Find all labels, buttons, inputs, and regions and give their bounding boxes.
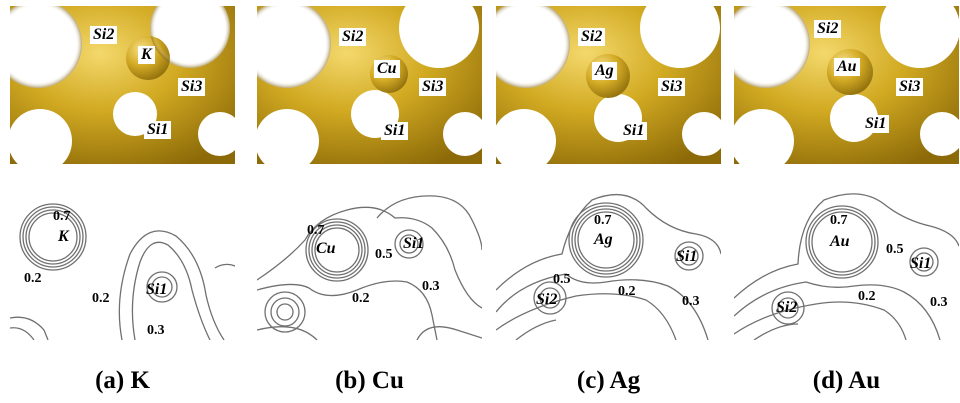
iso-label-si3: Si3 — [658, 78, 686, 96]
iso-label-si3: Si3 — [419, 78, 447, 96]
contour-level-label: 0.3 — [682, 294, 700, 309]
void-hole — [198, 112, 235, 156]
contour-plot-ag — [496, 193, 721, 340]
void-hole — [734, 109, 794, 164]
iso-label-si3: Si3 — [896, 78, 924, 96]
void-hole — [682, 112, 721, 156]
void-hole — [10, 109, 72, 164]
contour-atom-label-si1: Si1 — [676, 248, 698, 265]
iso-label-cu: Cu — [374, 60, 400, 78]
iso-label-k: K — [138, 46, 155, 64]
void-hole — [257, 109, 319, 164]
contour-atom-label-si2: Si2 — [776, 299, 798, 316]
contour-atom-label-au: Au — [830, 233, 850, 250]
contour-level-label: 0.3 — [930, 295, 948, 310]
panel-ag: Ag Si2 Si3 Si1 0.7 Ag Si1 0.5 Si2 0.2 0.… — [496, 0, 721, 403]
iso-label-si3: Si3 — [178, 78, 206, 96]
contour-level-label: 0.3 — [422, 279, 440, 294]
contour-atom-label-si2: Si2 — [536, 291, 558, 308]
isosurface-image-cu — [257, 6, 482, 164]
contour-level-label: 0.7 — [53, 209, 71, 224]
iso-label-si2: Si2 — [90, 26, 118, 44]
contour-level-label: 0.7 — [307, 223, 325, 238]
panel-caption: (d) Au — [812, 367, 881, 394]
panel-k: K Si2 Si3 Si1 0.7 K 0.2 0.2 Si1 0.3 (a) … — [10, 0, 235, 403]
iso-label-ag: Ag — [592, 62, 617, 80]
void-hole — [399, 6, 479, 68]
panel-cu: Cu Si2 Si3 Si1 0.7 Cu 0.5 Si1 0.2 0.3 (b… — [257, 0, 482, 403]
contour-atom-label-k: K — [58, 228, 69, 245]
iso-label-au: Au — [834, 58, 860, 76]
contour-atom-label-si1: Si1 — [910, 255, 932, 272]
contour-level-label: 0.2 — [352, 291, 370, 306]
contour-level-label: 0.5 — [886, 242, 904, 257]
void-hole — [443, 112, 482, 156]
iso-label-si1: Si1 — [862, 115, 890, 133]
panel-caption: (b) Cu — [335, 367, 404, 394]
panel-caption: (c) Ag — [576, 367, 641, 394]
contour-atom-label-cu: Cu — [316, 240, 336, 257]
contour-level-label: 0.2 — [618, 284, 636, 299]
iso-label-si1: Si1 — [381, 122, 409, 140]
contour-plot-au — [734, 193, 959, 340]
contour-level-label: 0.2 — [24, 271, 42, 286]
iso-label-si2: Si2 — [814, 20, 842, 38]
iso-label-si1: Si1 — [144, 121, 172, 139]
void-hole — [880, 6, 959, 68]
contour-level-label: 0.2 — [92, 291, 110, 306]
isosurface-image-ag — [496, 6, 721, 164]
contour-plot-k — [10, 203, 235, 340]
contour-atom-label-si1: Si1 — [146, 281, 168, 298]
contour-level-label: 0.2 — [858, 289, 876, 304]
iso-label-si2: Si2 — [578, 28, 606, 46]
isosurface-image-au — [734, 6, 959, 164]
panel-caption: (a) K — [95, 367, 150, 394]
contour-level-label: 0.3 — [147, 323, 165, 338]
panel-au: Au Si2 Si3 Si1 0.7 Au 0.5 Si1 Si2 0.2 0.… — [734, 0, 959, 403]
contour-level-label: 0.5 — [375, 247, 393, 262]
contour-atom-label-ag: Ag — [594, 231, 613, 248]
contour-atom-label-si1: Si1 — [403, 235, 425, 252]
contour-level-label: 0.7 — [830, 213, 848, 228]
void-hole — [920, 112, 959, 156]
void-hole — [640, 6, 720, 68]
contour-plot-cu — [257, 195, 482, 340]
iso-label-si2: Si2 — [339, 28, 367, 46]
contour-level-label: 0.7 — [594, 213, 612, 228]
iso-label-si1: Si1 — [620, 122, 648, 140]
void-hole — [496, 109, 556, 164]
contour-level-label: 0.5 — [553, 272, 571, 287]
